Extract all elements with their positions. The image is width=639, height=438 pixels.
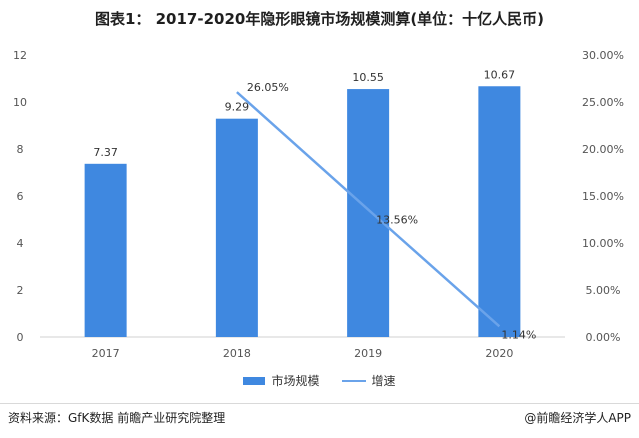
line-value-label: 13.56%	[376, 214, 418, 227]
bar-value-label: 7.37	[93, 146, 118, 159]
legend-label-market-size: 市场规模	[271, 374, 320, 388]
x-tick-label: 2017	[92, 347, 120, 360]
x-tick-label: 2019	[354, 347, 382, 360]
y-right-tick-label: 20.00%	[582, 143, 624, 156]
y-right-tick-label: 10.00%	[582, 237, 624, 250]
y-right-tick-label: 25.00%	[582, 96, 624, 109]
line-value-label: 1.14%	[501, 328, 536, 341]
x-tick-label: 2020	[485, 347, 513, 360]
y-left-tick-label: 12	[13, 49, 27, 62]
growth-series-line	[236, 91, 501, 328]
y-left-tick-label: 2	[17, 284, 24, 297]
bar	[478, 86, 521, 337]
y-left-tick-label: 6	[17, 190, 24, 203]
bar	[84, 163, 127, 337]
chart-plot: 0 2 4 6 8 10 12 0.00% 5.00% 10.00% 15.00% 20.00% 25.…	[13, 49, 624, 360]
y-right-tick-label: 30.00%	[582, 49, 624, 62]
y-left-tick-label: 4	[17, 237, 24, 250]
legend-label-growth: 增速	[371, 374, 396, 388]
y-left-tick-label: 0	[17, 331, 24, 344]
x-tick-label: 2018	[223, 347, 251, 360]
chart-title: 图表1： 2017-2020年隐形眼镜市场规模测算(单位：十亿人民币)	[94, 10, 545, 28]
bar-value-label: 10.55	[352, 71, 384, 84]
footer-source: 资料来源：GfK数据 前瞻产业研究院整理	[8, 411, 226, 425]
footer-credit: @前瞻经济学人APP	[524, 411, 631, 425]
legend: 市场规模 增速	[0, 372, 639, 389]
bar	[347, 89, 390, 337]
line-value-label: 26.05%	[247, 81, 289, 94]
bar-value-label: 9.29	[225, 101, 250, 114]
legend-swatch-bar	[243, 376, 266, 385]
y-left-tick-label: 10	[13, 96, 27, 109]
footer-divider	[0, 403, 639, 404]
y-left-tick-label: 8	[17, 143, 24, 156]
y-right-tick-label: 5.00%	[586, 284, 621, 297]
y-right-tick-label: 15.00%	[582, 190, 624, 203]
legend-swatch-line	[341, 379, 366, 382]
bar	[215, 118, 258, 337]
legend-item-market-size: 市场规模	[243, 372, 320, 389]
bar-value-label: 10.67	[484, 68, 516, 81]
legend-item-growth: 增速	[341, 372, 396, 389]
y-right-tick-label: 0.00%	[586, 331, 621, 344]
